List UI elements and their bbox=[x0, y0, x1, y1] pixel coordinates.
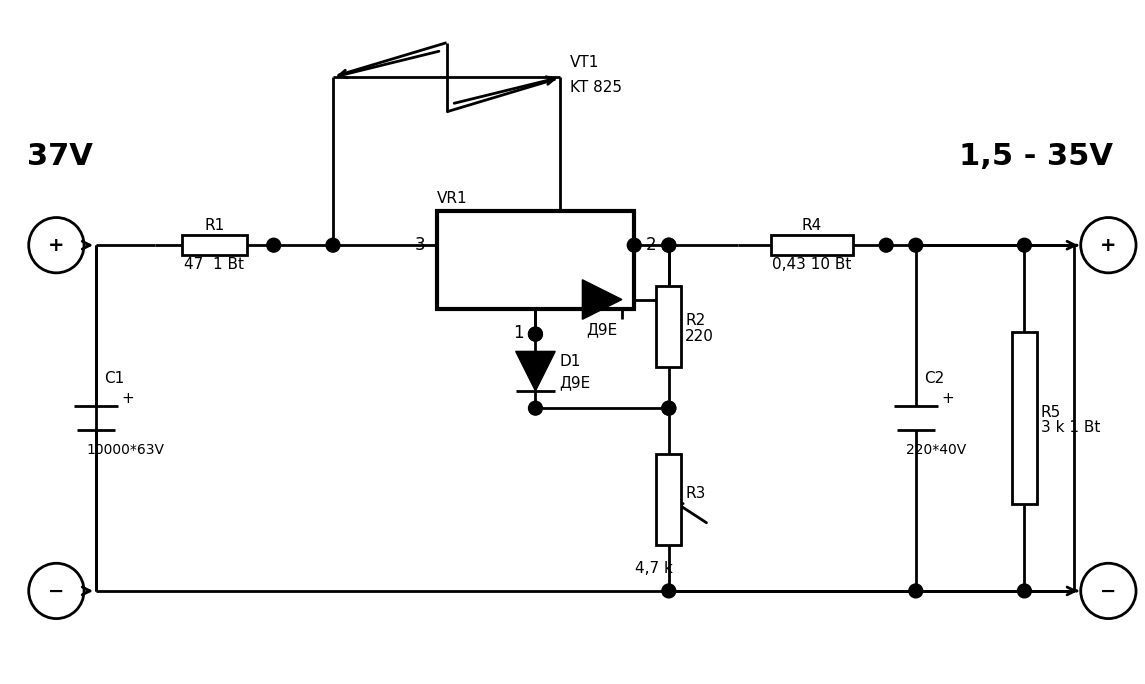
Bar bbox=[656, 286, 681, 367]
Text: 2: 2 bbox=[646, 236, 657, 254]
Text: D1: D1 bbox=[559, 354, 581, 369]
Text: 10000*63V: 10000*63V bbox=[86, 443, 164, 457]
Polygon shape bbox=[583, 280, 622, 319]
Text: +: + bbox=[121, 391, 134, 406]
Bar bbox=[772, 235, 853, 255]
Circle shape bbox=[267, 238, 281, 252]
Polygon shape bbox=[515, 352, 555, 391]
Circle shape bbox=[662, 402, 676, 415]
Text: 37V: 37V bbox=[26, 142, 93, 171]
Text: D2: D2 bbox=[592, 262, 613, 277]
Text: C2: C2 bbox=[924, 371, 943, 386]
Text: 0,43 10 Bt: 0,43 10 Bt bbox=[773, 257, 852, 272]
Circle shape bbox=[326, 238, 340, 252]
Text: C1: C1 bbox=[104, 371, 124, 386]
Circle shape bbox=[662, 402, 676, 415]
Text: R3: R3 bbox=[685, 486, 705, 501]
Circle shape bbox=[662, 238, 676, 252]
Text: 3 k 1 Bt: 3 k 1 Bt bbox=[1041, 421, 1100, 436]
Circle shape bbox=[1018, 584, 1032, 598]
Text: R1: R1 bbox=[204, 218, 224, 233]
Text: +: + bbox=[941, 391, 954, 406]
Text: Д9Е: Д9Е bbox=[586, 322, 618, 337]
Circle shape bbox=[909, 584, 923, 598]
Text: 4,7 k: 4,7 k bbox=[635, 561, 673, 576]
Bar bbox=[656, 454, 681, 545]
Text: −: − bbox=[48, 581, 64, 601]
Text: KT 825: KT 825 bbox=[570, 79, 622, 94]
Text: R4: R4 bbox=[802, 218, 822, 233]
Text: VT1: VT1 bbox=[570, 55, 599, 70]
Text: ADJ: ADJ bbox=[522, 282, 548, 298]
Text: +: + bbox=[1100, 236, 1116, 254]
Text: 220: 220 bbox=[685, 329, 714, 344]
Circle shape bbox=[529, 327, 543, 341]
Bar bbox=[182, 235, 247, 255]
Text: 220*40V: 220*40V bbox=[906, 443, 966, 457]
Circle shape bbox=[529, 327, 543, 341]
Text: LM 317T: LM 317T bbox=[496, 236, 575, 254]
Text: −: − bbox=[1100, 581, 1116, 601]
Circle shape bbox=[627, 238, 641, 252]
Circle shape bbox=[909, 238, 923, 252]
Text: 47  1 Bt: 47 1 Bt bbox=[184, 257, 244, 272]
Circle shape bbox=[879, 238, 893, 252]
Text: 1: 1 bbox=[513, 324, 523, 342]
Text: R5: R5 bbox=[1041, 405, 1061, 420]
Bar bbox=[436, 211, 634, 309]
Text: 3: 3 bbox=[414, 236, 425, 254]
Circle shape bbox=[1018, 238, 1032, 252]
Circle shape bbox=[662, 584, 676, 598]
Text: R2: R2 bbox=[685, 313, 705, 328]
Text: +: + bbox=[48, 236, 64, 254]
Text: Д9Е: Д9Е bbox=[559, 376, 591, 391]
Circle shape bbox=[662, 238, 676, 252]
Circle shape bbox=[529, 402, 543, 415]
Text: OUT: OUT bbox=[586, 228, 619, 243]
Text: VR1: VR1 bbox=[436, 191, 467, 206]
Text: IN: IN bbox=[451, 228, 467, 243]
Bar bbox=[1012, 332, 1036, 505]
Text: 1,5 - 35V: 1,5 - 35V bbox=[960, 142, 1113, 171]
